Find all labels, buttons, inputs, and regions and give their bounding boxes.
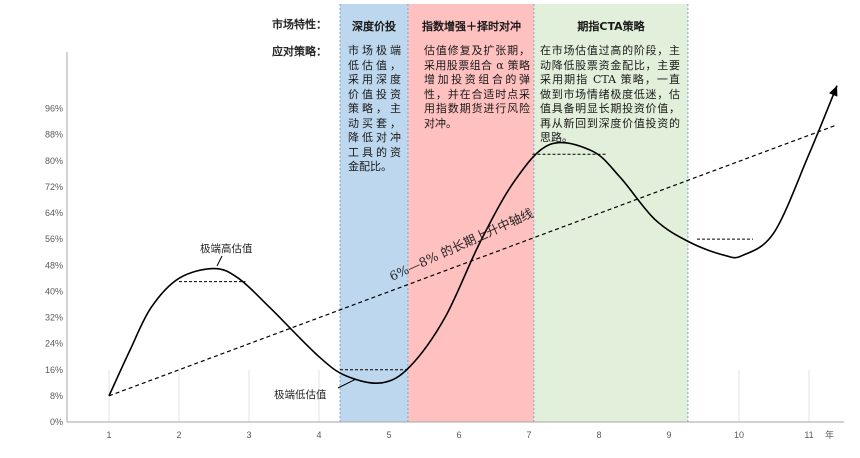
phase-band-2 [407,4,534,422]
y-tick-label: 72% [45,182,63,192]
phase-band-3 [533,4,688,422]
x-unit-label: 年 [825,429,834,440]
y-tick-label: 32% [45,313,63,323]
y-tick-label: 8% [50,391,63,401]
phase-desc-index-enhance: 估值修复及扩张期，采用股票组合 α 策略增加投资组合的弹性，并在合适时点采用指数… [424,44,530,130]
phase-band-1 [340,4,408,422]
y-tick-label: 56% [45,234,63,244]
phase-title-cta: 期指CTA策略 [577,20,645,33]
phase-bands [339,4,689,422]
x-tick-label: 5 [386,430,391,440]
x-tick-label: 11 [804,430,813,440]
y-tick-label: 0% [50,417,63,427]
phase-desc-deep-value: 市场极端低估值，采用深度价值投资策略，主动买套，降低对冲工具的资金配比。 [348,44,401,173]
valuation-curve [108,85,838,397]
x-tick-label: 6 [456,430,461,440]
y-tick-label: 48% [45,260,63,270]
x-tick-label: 4 [316,430,321,440]
y-tick-label: 16% [45,365,63,375]
low-valuation-pointer [337,378,357,389]
x-tick-label: 2 [176,430,181,440]
strategy-label: 应对策略： [272,44,327,58]
y-tick-label: 88% [45,130,63,140]
annotation-high: 极端高估值 [200,242,253,267]
phase-title-index-enhance: 指数增强＋择时对冲 [422,20,521,33]
y-tick-label: 64% [45,208,63,218]
tick-labels: 0% 8% 16% 24% 32% 40% 48% 56% 64% 72% 80% 88% 96% 1 2 3… [45,104,814,441]
axes [66,52,844,423]
y-tick-label: 40% [45,286,63,296]
market-trait-label: 市场特性： [272,17,327,31]
high-valuation-label: 极端高估值 [200,242,253,255]
y-tick-label: 80% [45,156,63,166]
series-lines [108,85,838,397]
x-tick-label: 1 [106,430,111,440]
phase-title-deep-value: 深度价投 [352,20,396,33]
level-markers [179,153,753,371]
x-tick-label: 3 [246,430,251,440]
x-tick-label: 9 [666,430,671,440]
x-tick-label: 8 [596,430,601,440]
high-valuation-pointer [216,255,223,267]
y-tick-label: 24% [45,339,63,349]
curve-arrowhead [829,85,838,97]
x-tick-label: 10 [734,430,744,440]
annotation-low: 极端低估值 [274,378,357,401]
trend-line [108,124,838,397]
y-tick-label: 96% [45,104,63,114]
phase-desc-cta: 在市场估值过高的阶段，主动降低股票资金配比，主要采用期指 CTA 策略，一直做到… [540,44,680,144]
low-valuation-label: 极端低估值 [274,388,327,401]
x-tick-label: 7 [526,430,531,440]
